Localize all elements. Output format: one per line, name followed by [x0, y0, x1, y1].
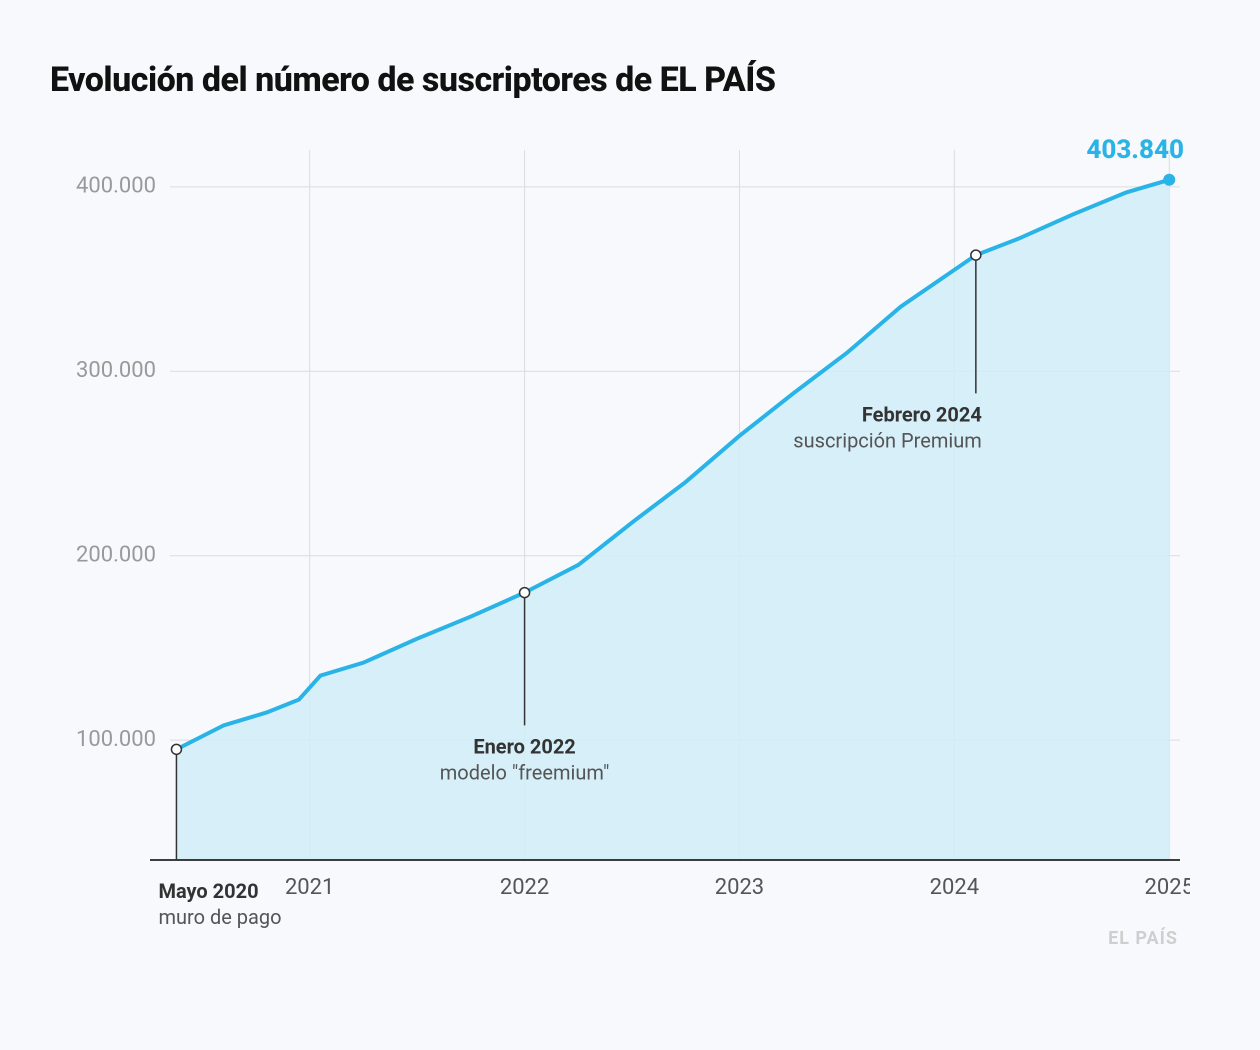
svg-text:2025: 2025 [1145, 875, 1190, 900]
svg-text:2023: 2023 [715, 875, 764, 900]
svg-text:Febrero 2024: Febrero 2024 [862, 402, 982, 426]
svg-text:EL PAÍS: EL PAÍS [1108, 927, 1178, 949]
svg-text:100.000: 100.000 [76, 727, 156, 752]
svg-text:Mayo 2020: Mayo 2020 [158, 879, 258, 903]
svg-text:200.000: 200.000 [76, 543, 156, 568]
svg-text:Enero 2022: Enero 2022 [473, 734, 575, 758]
chart-svg: 100.000 200.000 300.000 400.000 2021 2022 2023… [50, 130, 1190, 950]
svg-text:2021: 2021 [285, 875, 334, 900]
svg-text:2024: 2024 [930, 875, 979, 900]
chart-container: Evolución del número de suscriptores de … [0, 0, 1260, 990]
plot-area: 100.000 200.000 300.000 400.000 2021 2022 2023… [50, 130, 1190, 950]
svg-text:403.840: 403.840 [1086, 135, 1184, 165]
svg-text:muro de pago: muro de pago [158, 905, 281, 929]
svg-text:modelo "freemium": modelo "freemium" [440, 760, 610, 784]
svg-text:2022: 2022 [500, 875, 549, 900]
svg-text:suscripción Premium: suscripción Premium [793, 428, 982, 452]
svg-text:400.000: 400.000 [76, 174, 156, 199]
svg-text:300.000: 300.000 [76, 358, 156, 383]
chart-title: Evolución del número de suscriptores de … [50, 60, 1210, 100]
